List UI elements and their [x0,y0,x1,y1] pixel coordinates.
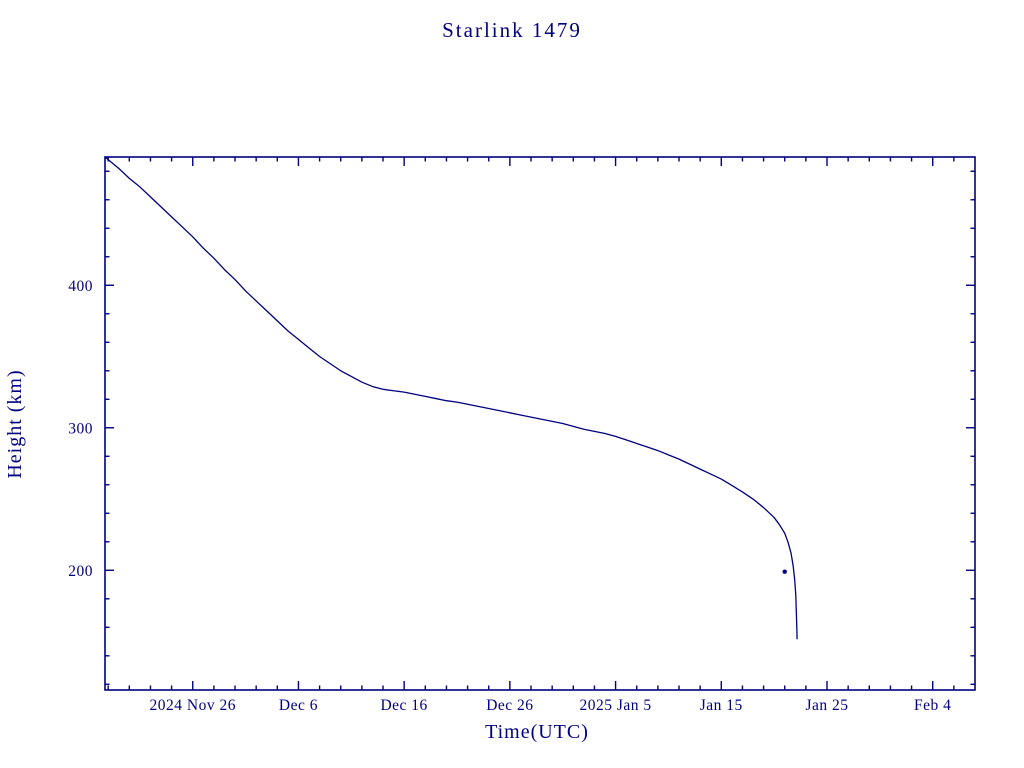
y-tick-label: 300 [68,420,93,437]
x-tick-label: Dec 6 [279,697,318,714]
isolated-data-point [782,569,787,574]
x-tick-label: Jan 15 [700,697,743,714]
x-axis-label: Time(UTC) [485,721,589,743]
axis-ticks [105,157,975,690]
y-tick-label: 400 [68,278,93,295]
plot-frame [104,156,976,691]
decay-curve [104,156,798,640]
x-tick-label: 2024 Nov 26 [150,697,236,714]
tick-labels: 2024 Nov 26 Dec 6 Dec 16 Dec 26 2025 Jan 5 Ja… [68,278,951,714]
x-tick-label: 2025 Jan 5 [579,697,651,714]
y-axis-label: Height (km) [4,369,26,478]
x-tick-label: Dec 26 [486,697,533,714]
x-tick-label: Feb 4 [914,697,951,714]
chart-title: Starlink 1479 [442,18,582,42]
x-tick-label: Jan 25 [805,697,848,714]
height-series-line [104,156,798,640]
y-tick-label: 200 [68,563,93,580]
x-tick-label: Dec 16 [380,697,427,714]
